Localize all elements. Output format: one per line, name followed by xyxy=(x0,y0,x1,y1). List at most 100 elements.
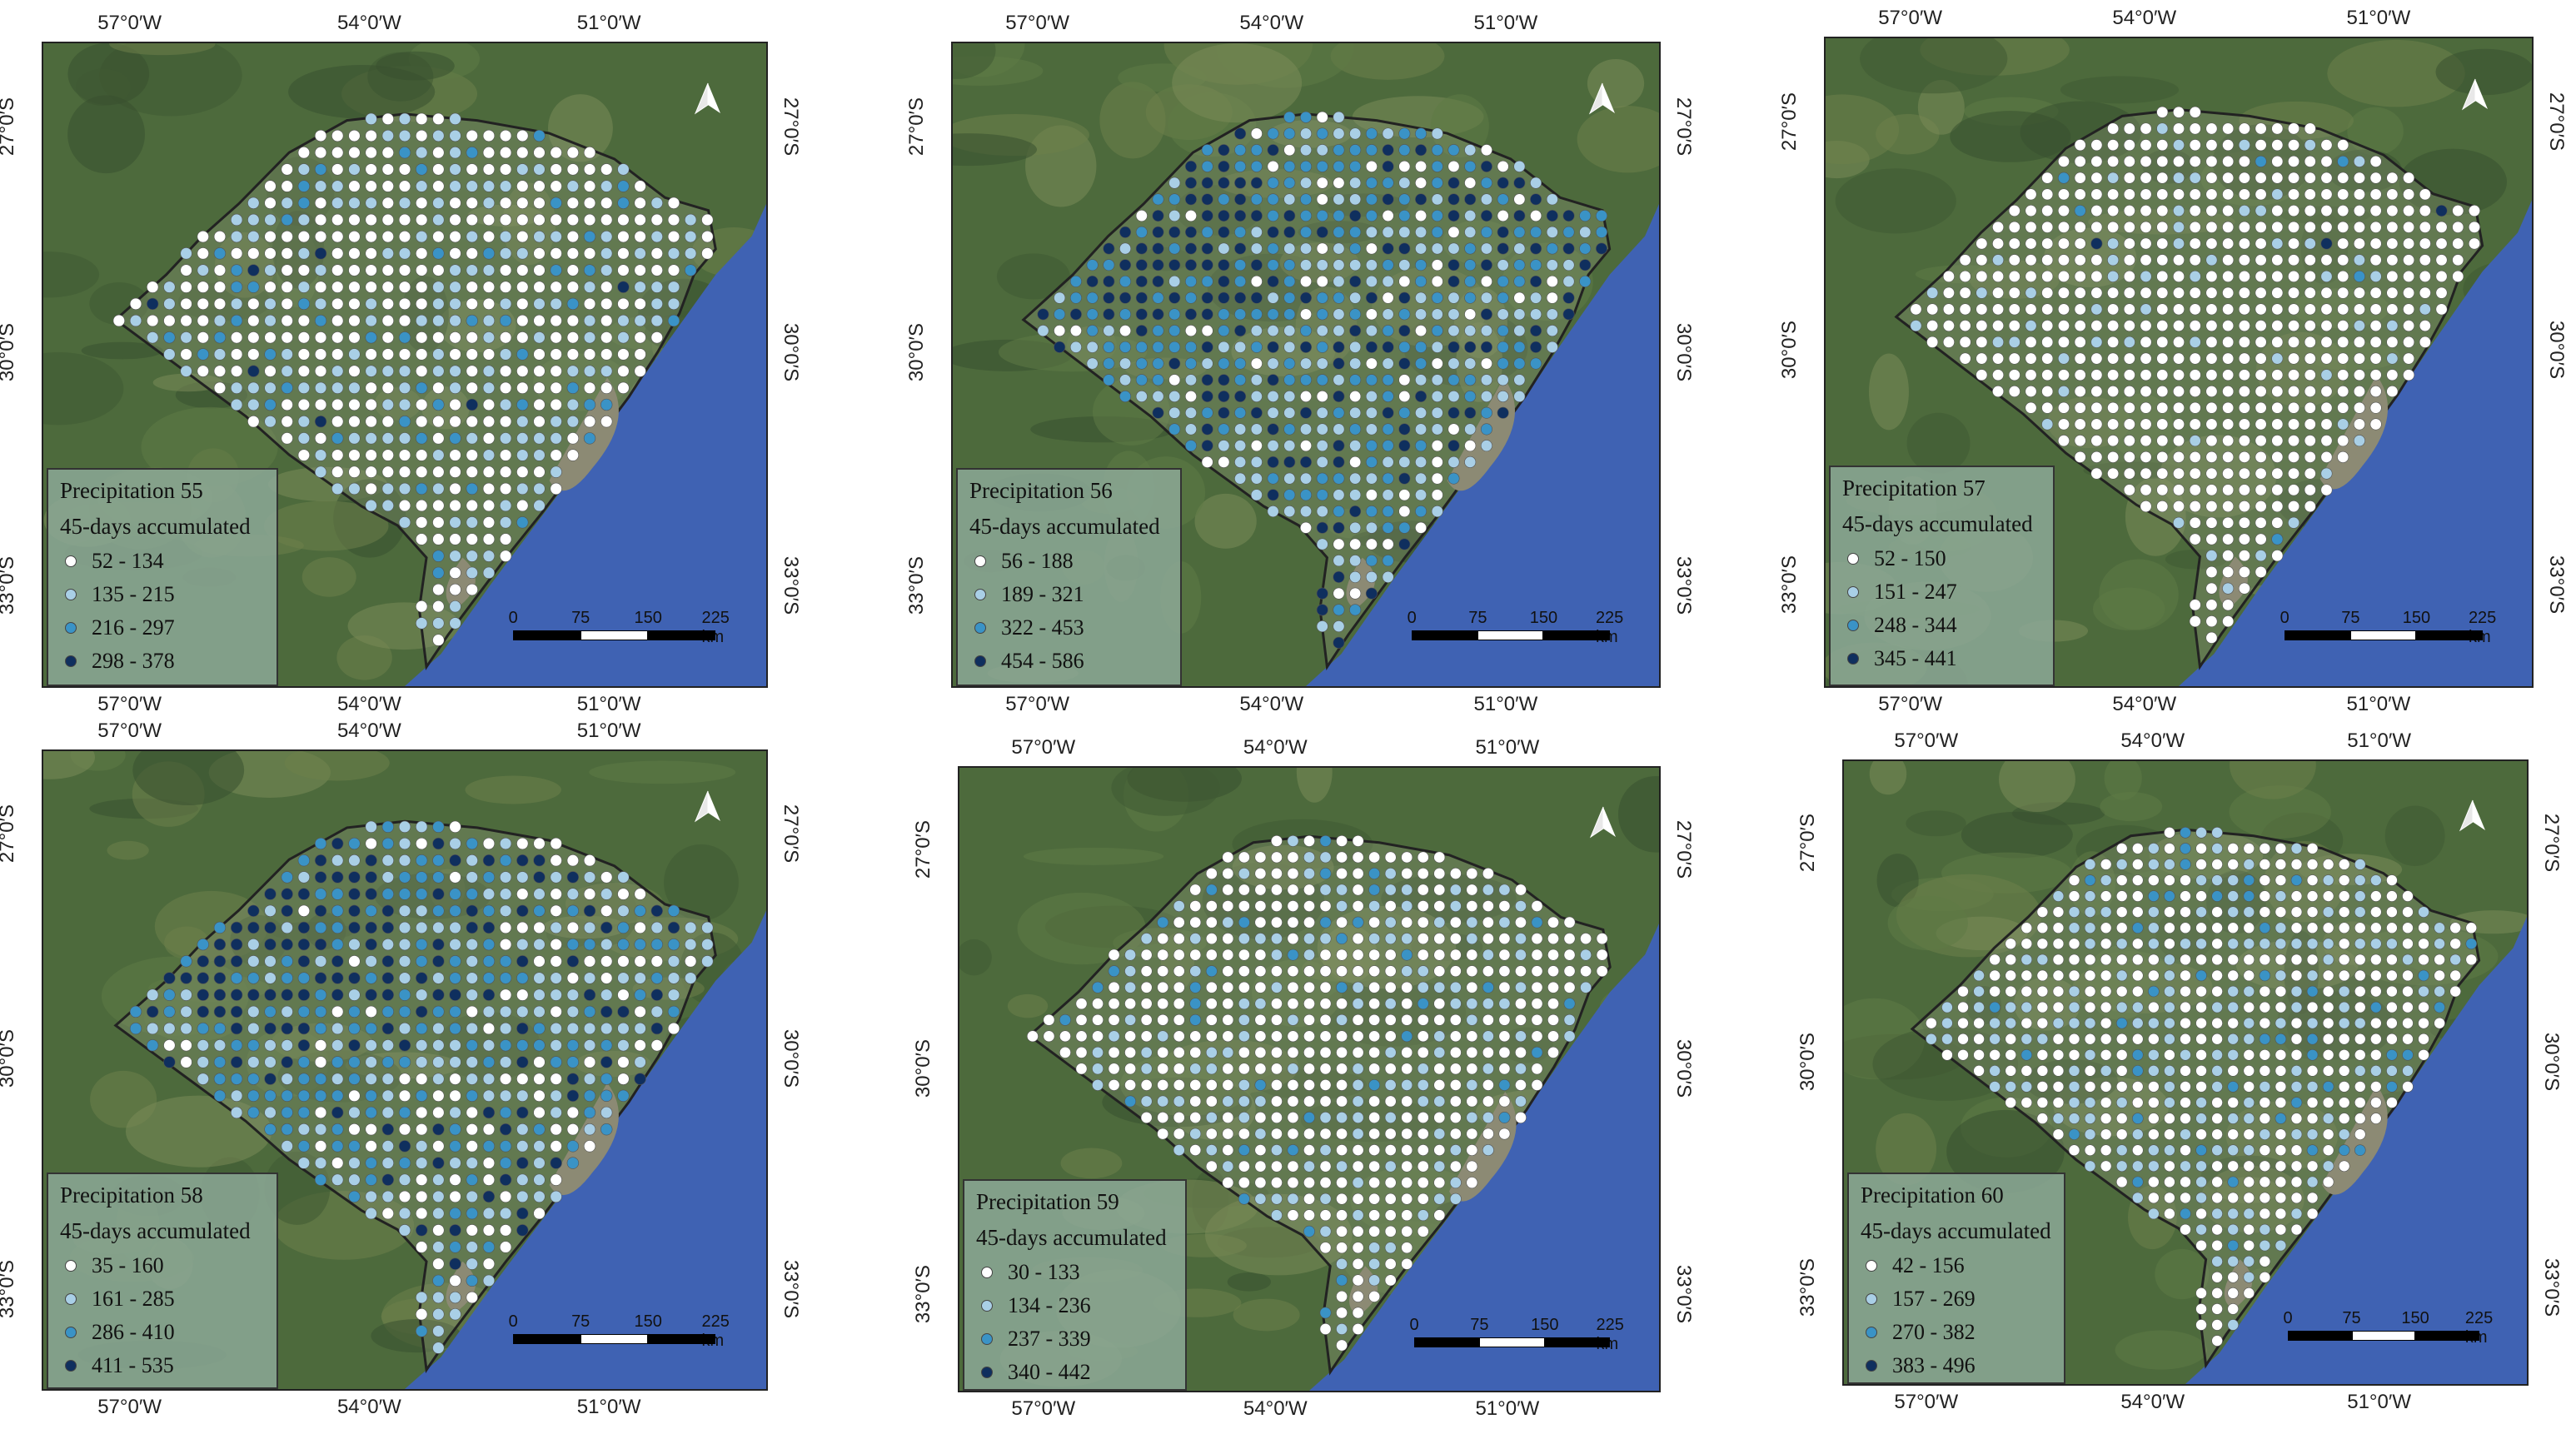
station-point xyxy=(466,1207,478,1220)
station-point xyxy=(2084,985,2096,998)
station-point xyxy=(2243,922,2255,934)
station-point xyxy=(230,988,243,1001)
station-point xyxy=(1201,242,1213,255)
station-point xyxy=(2156,467,2169,480)
station-point xyxy=(1238,1030,1250,1043)
station-point xyxy=(2084,1113,2096,1124)
station-point xyxy=(365,348,377,361)
station-point xyxy=(1401,1095,1413,1108)
station-point xyxy=(650,230,663,243)
station-point xyxy=(264,297,277,311)
station-point xyxy=(2123,435,2135,447)
station-point xyxy=(2243,1065,2255,1077)
station-point xyxy=(2205,320,2218,332)
station-point xyxy=(2386,205,2399,217)
station-point xyxy=(1238,900,1250,912)
station-point xyxy=(1336,1209,1348,1222)
station-point xyxy=(381,1173,394,1186)
station-point xyxy=(550,938,562,951)
station-point xyxy=(1205,981,1218,993)
station-point xyxy=(1119,242,1132,255)
station-point xyxy=(2435,254,2448,266)
scale-tick-label: 75 xyxy=(2341,608,2360,627)
station-point xyxy=(1530,226,1542,238)
station-point xyxy=(2259,1144,2271,1156)
station-point xyxy=(566,163,580,176)
station-point xyxy=(1466,965,1478,978)
station-point xyxy=(1124,1013,1137,1026)
station-point xyxy=(1382,325,1394,337)
station-point xyxy=(2275,890,2287,902)
station-point xyxy=(1267,242,1279,255)
station-point xyxy=(667,1005,680,1018)
station-point xyxy=(466,163,478,176)
station-point xyxy=(2195,827,2207,839)
station-point xyxy=(2211,1017,2223,1029)
station-point xyxy=(1368,998,1381,1010)
station-point xyxy=(2005,985,2017,998)
station-point xyxy=(1417,1177,1429,1189)
station-point xyxy=(1382,570,1394,583)
station-point xyxy=(147,314,159,327)
station-point xyxy=(331,1022,344,1035)
station-point xyxy=(2132,1160,2144,1173)
station-point xyxy=(2465,922,2478,934)
station-point xyxy=(2195,1113,2207,1124)
station-point xyxy=(213,1056,227,1068)
station-point xyxy=(331,938,344,951)
station-point xyxy=(617,871,630,884)
station-point xyxy=(2338,1017,2350,1029)
station-point xyxy=(1464,160,1477,172)
station-point xyxy=(2189,106,2201,118)
station-point xyxy=(2100,1033,2112,1045)
station-point xyxy=(2172,385,2185,398)
station-point xyxy=(2090,172,2103,184)
station-point xyxy=(1205,998,1218,1010)
station-point xyxy=(617,1073,630,1085)
station-point xyxy=(499,533,512,545)
station-point xyxy=(1595,210,1607,222)
station-point xyxy=(550,449,562,461)
station-point xyxy=(365,1039,377,1052)
station-point xyxy=(2036,906,2049,918)
station-point xyxy=(1992,237,2005,250)
legend-item: 298 - 378 xyxy=(60,645,265,678)
station-point xyxy=(1267,144,1279,157)
station-point xyxy=(365,247,377,260)
station-point xyxy=(1352,1030,1364,1043)
station-point xyxy=(1352,1177,1364,1189)
station-point xyxy=(499,854,512,867)
station-point xyxy=(499,1241,512,1253)
station-point xyxy=(1189,1046,1202,1058)
station-point xyxy=(1336,868,1348,879)
station-point xyxy=(2090,188,2103,201)
station-point xyxy=(398,348,411,361)
station-point xyxy=(1433,900,1446,912)
station-point xyxy=(533,1089,546,1102)
longitude-label: 54°0′W xyxy=(336,1396,401,1418)
legend-subtitle: 45-days accumulated xyxy=(60,513,251,539)
station-point xyxy=(617,888,630,900)
station-point xyxy=(1299,341,1313,353)
station-point xyxy=(2353,172,2365,184)
station-point xyxy=(1336,1078,1348,1091)
station-point xyxy=(466,247,478,260)
station-point xyxy=(650,297,663,311)
longitude-label: 51°0′W xyxy=(1475,1397,1540,1420)
station-point xyxy=(482,348,496,361)
map-panel: 57°0′W 57°0′W 54°0′W 54°0′W 51°0′W 51°0′W 27°0… xyxy=(905,13,1695,715)
station-point xyxy=(1299,505,1313,518)
station-point xyxy=(2255,303,2267,316)
station-point xyxy=(1417,1112,1429,1123)
station-point xyxy=(2020,985,2033,998)
station-point xyxy=(297,1089,311,1102)
station-point xyxy=(2180,985,2191,998)
station-point xyxy=(600,1073,613,1085)
station-point xyxy=(1135,291,1148,304)
station-point xyxy=(1316,325,1328,337)
station-point xyxy=(1205,868,1218,879)
station-point xyxy=(1267,127,1279,140)
station-point xyxy=(2386,303,2399,316)
station-point xyxy=(432,617,445,630)
